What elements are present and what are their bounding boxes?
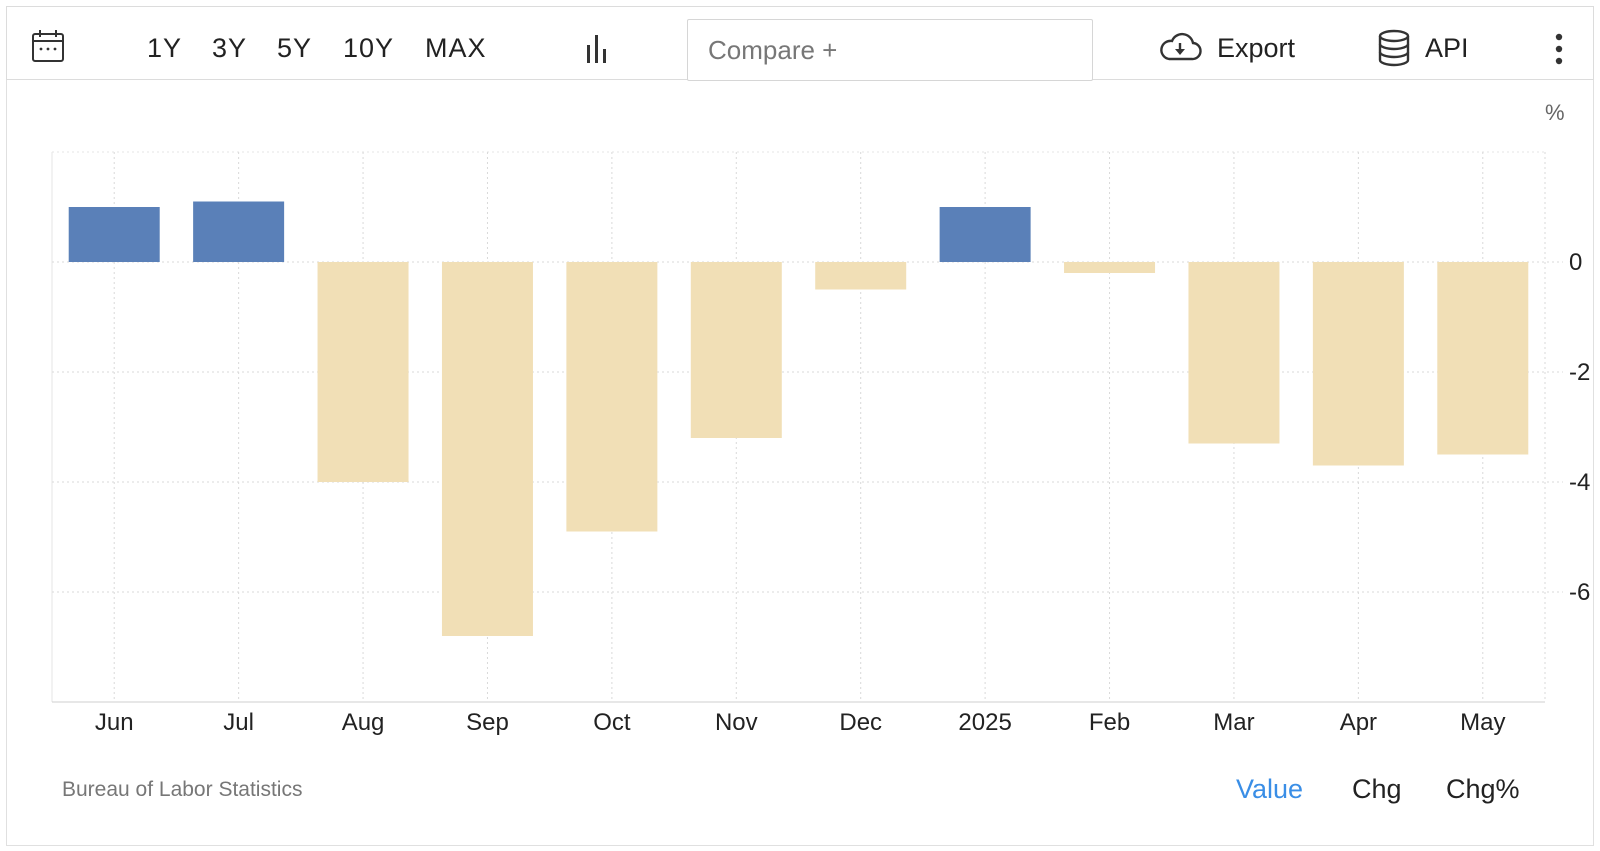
x-tick-label: Nov — [715, 709, 758, 736]
bar-jul[interactable] — [193, 201, 285, 263]
x-tick-label: Apr — [1340, 709, 1377, 736]
x-tick-label: Aug — [342, 709, 385, 736]
bar-mar[interactable] — [1188, 262, 1280, 444]
vertical-ellipsis-icon[interactable] — [1553, 31, 1565, 67]
range-5y-button[interactable]: 5Y — [277, 33, 313, 63]
tab-value[interactable]: Value — [1236, 774, 1304, 804]
range-3y-button[interactable]: 3Y — [212, 33, 248, 63]
unit-label: % — [1545, 100, 1565, 125]
bar-nov[interactable] — [690, 262, 782, 438]
x-tick-label: 2025 — [958, 709, 1011, 736]
tab-chg[interactable]: Chg — [1352, 774, 1402, 804]
x-tick-label: Feb — [1089, 709, 1130, 736]
api-label: API — [1425, 32, 1469, 63]
toolbar: 1Y 3Y 5Y 10Y MAX Export API — [6, 6, 1594, 81]
x-tick-label: Mar — [1213, 709, 1254, 736]
x-tick-label: Jul — [223, 709, 254, 736]
y-tick-label: 0 — [1569, 249, 1582, 276]
y-tick-label: -2 — [1569, 359, 1590, 386]
bar-oct[interactable] — [566, 262, 658, 532]
source-label: Bureau of Labor Statistics — [62, 778, 303, 801]
bar-jun[interactable] — [68, 207, 160, 262]
bar-chart-icon[interactable] — [585, 31, 613, 65]
x-tick-label: Dec — [839, 709, 882, 736]
x-tick-label: Sep — [466, 709, 509, 736]
bar-chart: Jun Jul Aug Sep Oct Nov Dec 2025 Feb Mar Apr May 0 -… — [51, 151, 1590, 736]
export-button[interactable]: Export — [1157, 29, 1295, 67]
range-10y-button[interactable]: 10Y — [343, 33, 395, 63]
bars-layer — [68, 201, 1529, 636]
database-icon — [1378, 29, 1410, 67]
y-axis-labels: 0 -2 -4 -6 — [1569, 249, 1590, 606]
bar-apr[interactable] — [1312, 262, 1404, 466]
x-tick-label: Oct — [593, 709, 631, 736]
range-max-button[interactable]: MAX — [425, 33, 487, 63]
api-button[interactable]: API — [1377, 29, 1469, 67]
x-tick-label: Jun — [95, 709, 134, 736]
y-tick-label: -6 — [1569, 579, 1590, 606]
bar-feb[interactable] — [1064, 262, 1156, 273]
bar-aug[interactable] — [317, 262, 409, 482]
grid-layer — [51, 151, 1563, 703]
x-tick-label: May — [1460, 709, 1505, 736]
export-label: Export — [1217, 32, 1296, 63]
bar-2025[interactable] — [939, 207, 1031, 262]
range-1y-button[interactable]: 1Y — [147, 33, 183, 63]
bar-dec[interactable] — [815, 262, 907, 290]
y-tick-label: -4 — [1569, 469, 1590, 496]
x-axis-labels: Jun Jul Aug Sep Oct Nov Dec 2025 Feb Mar Apr May — [95, 709, 1506, 736]
compare-input[interactable] — [687, 19, 1093, 81]
calendar-icon[interactable] — [31, 29, 65, 63]
bar-may[interactable] — [1437, 262, 1529, 455]
cloud-download-icon — [1160, 32, 1202, 61]
bar-sep[interactable] — [441, 262, 533, 636]
tab-chg-percent[interactable]: Chg% — [1446, 774, 1520, 804]
